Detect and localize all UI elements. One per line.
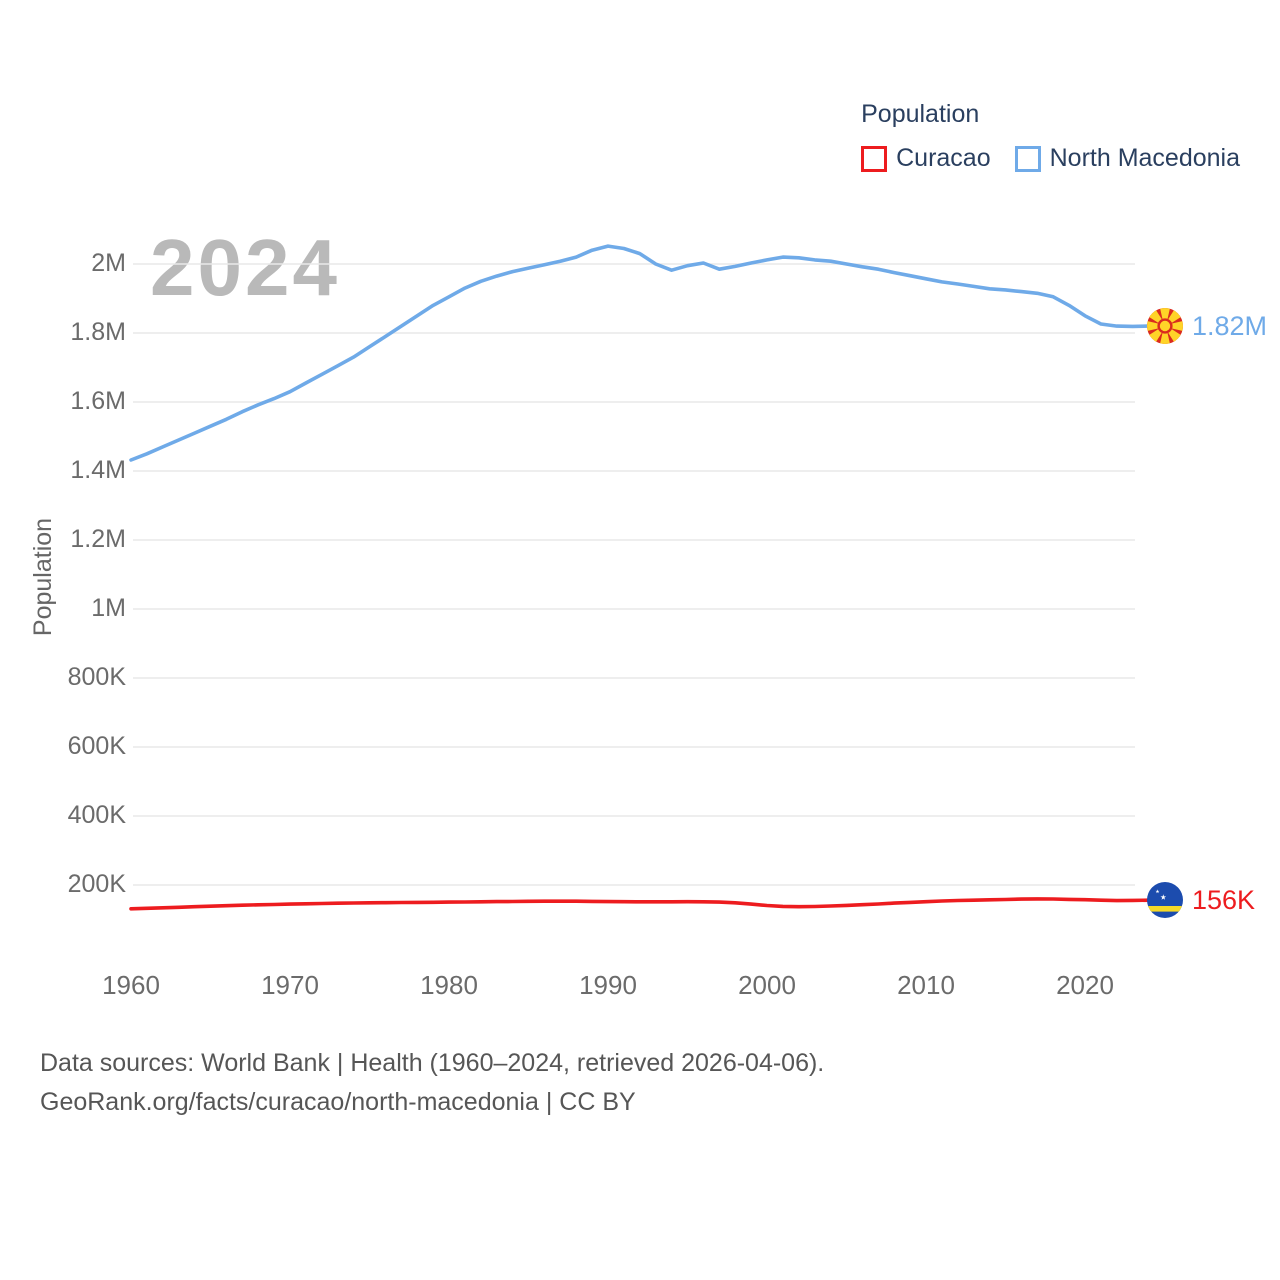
north-macedonia-flag-icon (1147, 308, 1183, 345)
y-tick-label: 200K (67, 870, 126, 898)
y-tick-label: 800K (67, 663, 126, 691)
y-tick-label: 2M (91, 249, 126, 277)
x-tick-label: 1990 (579, 970, 637, 1000)
plot-area (129, 244, 1151, 911)
x-tick-label: 2020 (1056, 970, 1114, 1000)
y-tick-label: 600K (67, 732, 126, 760)
curacao-flag-icon (1147, 882, 1183, 919)
x-tick-label: 1960 (102, 970, 160, 1000)
y-tick-label: 1.8M (70, 318, 126, 346)
curacao-swatch-icon (861, 145, 888, 172)
end-value-curacao: 156K (1192, 884, 1256, 915)
north-macedonia-swatch-icon (1014, 145, 1041, 172)
x-tick-label: 2010 (897, 970, 955, 1000)
legend-item-curacao[interactable]: Curacao (861, 144, 991, 173)
footer-link[interactable]: GeoRank.org/facts/curacao/north-macedoni… (40, 1088, 636, 1116)
footer-sources: Data sources: World Bank | Health (1960–… (40, 1049, 825, 1077)
legend-title: Population (861, 100, 980, 128)
y-tick-label: 1.2M (70, 525, 126, 553)
x-tick-label: 1980 (420, 970, 478, 1000)
legend-item-label: North Macedonia (1049, 144, 1240, 172)
end-label-north-macedonia: 1.82M (1147, 308, 1268, 345)
footer: Data sources: World Bank | Health (1960–… (40, 1044, 824, 1122)
y-tick-label: 400K (67, 801, 126, 829)
legend: Population Curacao North Macedonia (861, 100, 1240, 173)
x-tick-label: 1970 (261, 970, 319, 1000)
end-value-north-macedonia: 1.82M (1192, 310, 1268, 341)
y-tick-label: 1.6M (70, 387, 126, 415)
legend-items: Curacao North Macedonia (861, 144, 1240, 173)
watermark-year: 2024 (150, 223, 340, 312)
x-tick-label: 2000 (738, 970, 796, 1000)
end-label-curacao: 156K (1147, 882, 1256, 919)
y-tick-label: 1M (91, 594, 126, 622)
y-tick-label: 1.4M (70, 456, 126, 484)
legend-item-label: Curacao (896, 144, 991, 172)
legend-item-north-macedonia[interactable]: North Macedonia (1014, 144, 1240, 173)
